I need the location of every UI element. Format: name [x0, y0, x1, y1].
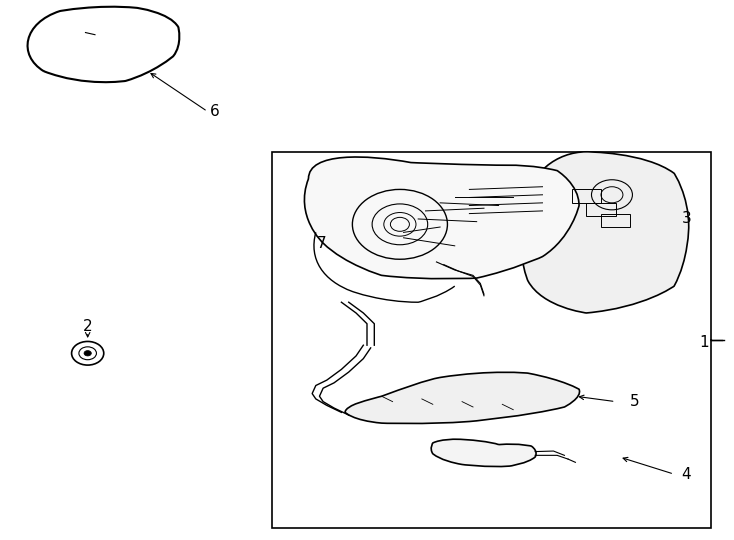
Text: 2: 2 [83, 319, 92, 334]
Text: 6: 6 [210, 104, 219, 119]
Bar [601, 214, 631, 227]
Text: 3: 3 [681, 212, 691, 226]
Text: 7: 7 [317, 235, 327, 251]
PathPatch shape [431, 439, 536, 467]
PathPatch shape [345, 372, 580, 423]
Text: 1: 1 [700, 335, 709, 350]
Bar [586, 203, 616, 217]
Bar [272, 152, 711, 528]
PathPatch shape [521, 152, 688, 313]
Circle shape [84, 350, 91, 356]
Bar [572, 190, 601, 203]
Text: 4: 4 [681, 467, 691, 482]
Text: 5: 5 [631, 394, 640, 409]
PathPatch shape [305, 157, 579, 279]
